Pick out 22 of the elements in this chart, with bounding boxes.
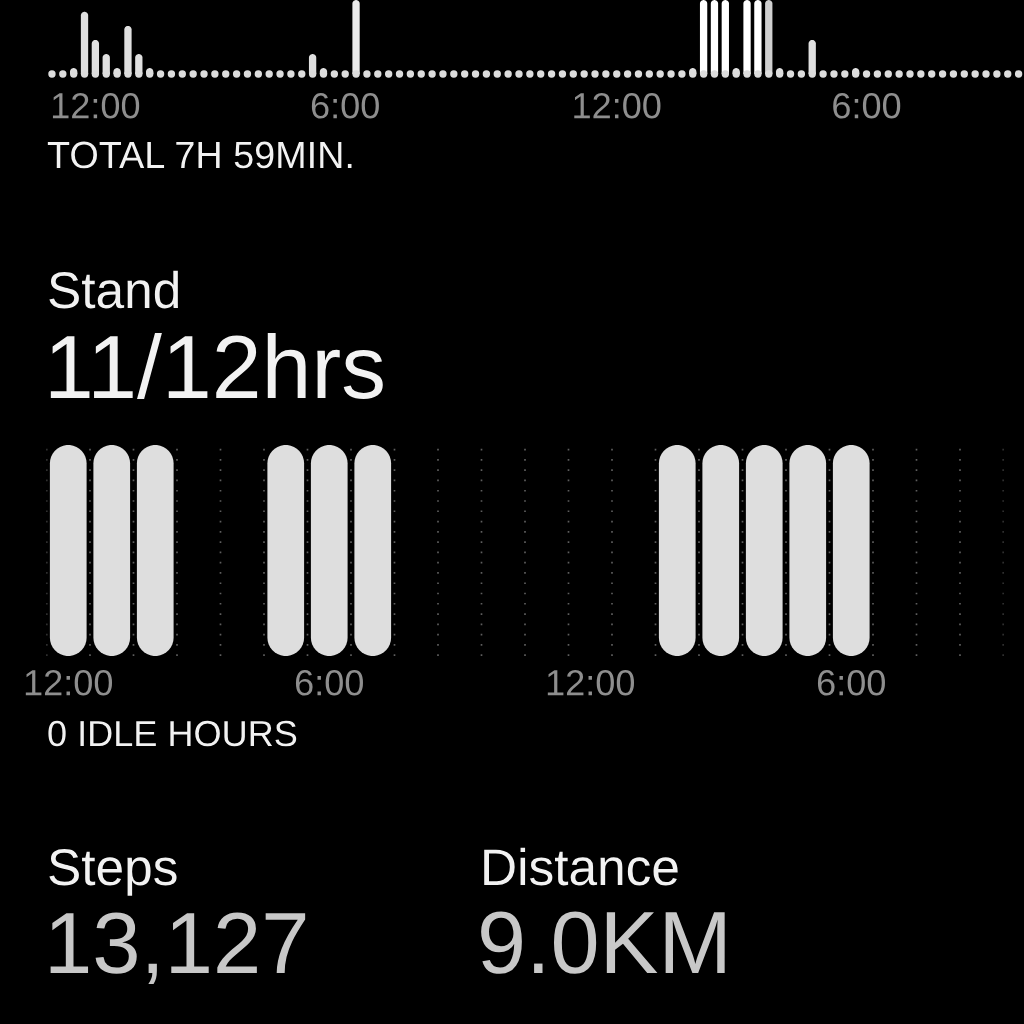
x-tick-label: 6:00 xyxy=(311,92,379,119)
bar xyxy=(699,0,708,74)
bar xyxy=(352,0,360,74)
chart-subtitle: 11/12hrs xyxy=(50,333,383,399)
x-tick-label: 12:00 xyxy=(547,669,635,696)
text: Distance xyxy=(484,847,678,886)
x-tick-label: 6:00 xyxy=(833,92,901,119)
text: 13,127 xyxy=(50,912,306,985)
text: 0 IDLE HOURS xyxy=(48,720,297,747)
x-tick-label: 12:00 xyxy=(25,669,113,696)
bar xyxy=(721,0,729,74)
bar xyxy=(743,0,751,74)
x-tick-label: 12:00 xyxy=(574,92,661,119)
text: 9.0KM xyxy=(481,911,725,974)
bar xyxy=(710,0,719,74)
chart-title: Stand xyxy=(49,270,178,309)
x-tick-label: 6:00 xyxy=(295,669,363,696)
x-tick-label: 12:00 xyxy=(52,92,140,119)
text: Steps xyxy=(49,849,177,896)
x-tick-label: 6:00 xyxy=(817,669,885,696)
text: TOTAL 7H 59MIN. xyxy=(47,141,352,169)
bar xyxy=(754,0,762,74)
